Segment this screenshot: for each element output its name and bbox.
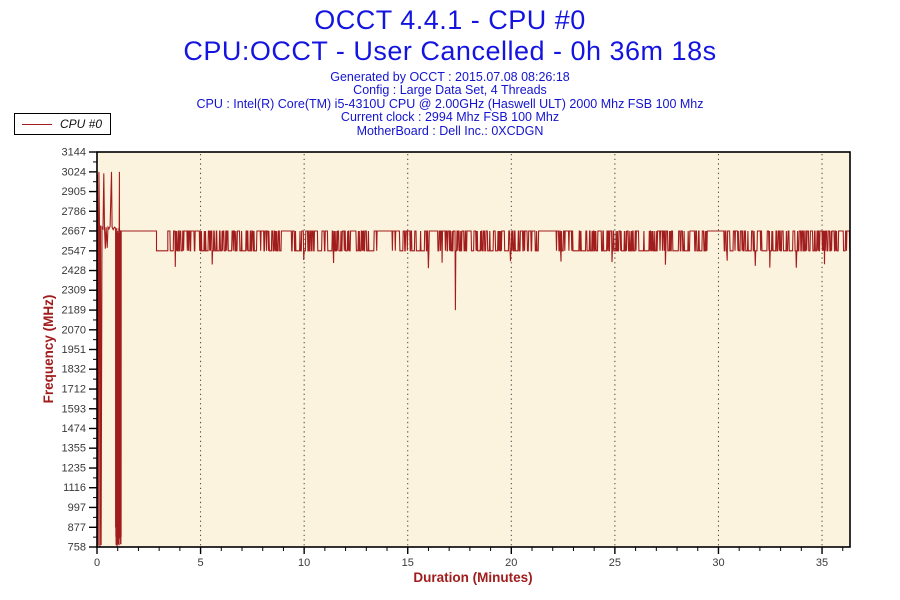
x-tick-label: 35 [816,557,828,569]
y-tick-label: 1832 [62,364,86,376]
meta-config-line: Config : Large Data Set, 4 Threads [353,83,547,98]
report-subtitle: CPU:OCCT - User Cancelled - 0h 36m 18s [183,36,717,66]
x-tick-label: 10 [298,557,310,569]
y-axis-title: Frequency (MHz) [41,295,56,404]
y-tick-label: 1474 [62,423,86,435]
series-line-sample-icon [22,123,52,125]
y-tick-label: 2667 [62,225,86,237]
x-tick-label: 0 [94,557,100,569]
y-tick-label: 2786 [62,206,86,218]
y-tick-label: 1951 [62,344,86,356]
meta-clock-line: Current clock : 2994 Mhz FSB 100 Mhz [340,110,560,125]
cpu0-frequency-series [96,171,851,548]
x-tick-label: 25 [609,557,621,569]
y-tick-label: 1355 [62,443,86,455]
series-path [96,171,851,548]
report-meta: Generated by OCCT : 2015.07.08 08:26:18 … [0,70,900,138]
x-tick-label: 15 [402,557,414,569]
x-tick-label: 5 [198,557,204,569]
y-tick-label: 2547 [62,245,86,257]
y-tick-label: 1116 [63,482,86,494]
y-tick-label: 2309 [62,285,86,297]
y-tick-label: 1593 [62,403,86,415]
y-tick-label: 2905 [62,186,86,198]
meta-cpu-line: CPU : Intel(R) Core(TM) i5-4310U CPU @ 2… [196,96,704,111]
report-title: OCCT 4.4.1 - CPU #0 [314,5,586,35]
axis-ticks [89,151,844,554]
series-label: CPU #0 [59,117,103,131]
y-tick-label: 2428 [62,265,86,277]
x-axis-title: Duration (Minutes) [413,570,532,585]
meta-motherboard-line: MotherBoard : Dell Inc.: 0XCDGN [356,123,544,138]
y-tick-label: 758 [68,542,86,554]
y-tick-label: 2189 [62,305,86,317]
y-tick-label: 2070 [62,324,86,336]
x-tick-label: 20 [505,557,517,569]
meta-generated-line: Generated by OCCT : 2015.07.08 08:26:18 [330,70,570,84]
y-tick-label: 997 [68,502,86,514]
plot-background [97,152,850,547]
y-tick-label: 1235 [62,463,86,475]
y-tick-label: 1712 [62,384,86,396]
y-tick-label: 3144 [62,147,86,159]
x-tick-label: 30 [712,557,724,569]
axis-tick-labels: 3144 3024 2905 2786 2667 2547 2428 2309 2189 2070… [62,147,829,570]
y-tick-label: 3024 [62,166,86,178]
y-tick-label: 877 [68,522,86,534]
legend: CPU #0 [14,113,111,135]
